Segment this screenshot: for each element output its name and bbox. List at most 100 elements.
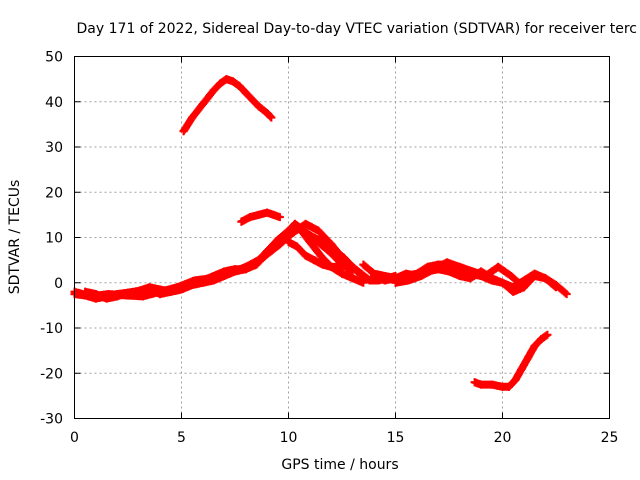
data-point (241, 88, 250, 97)
data-point (254, 210, 263, 219)
data-point (335, 262, 344, 271)
data-point (357, 269, 366, 278)
data-point (173, 283, 182, 292)
data-point (235, 81, 244, 90)
data-point (145, 283, 154, 292)
data-point (207, 274, 216, 283)
y-axis-label: SDTVAR / TECUs (7, 180, 23, 295)
grid (74, 56, 610, 419)
data-point (359, 278, 368, 287)
data-point (188, 113, 197, 122)
x-tick-label: 25 (601, 430, 619, 446)
data-point (530, 269, 539, 278)
y-tick-label: 50 (45, 50, 63, 66)
data-point (263, 208, 272, 217)
y-tick-label: 30 (45, 140, 63, 156)
data-point (138, 292, 147, 301)
data-point (318, 260, 327, 269)
data-point (519, 276, 528, 285)
data-point (541, 274, 550, 283)
data-point (504, 382, 513, 391)
y-tick-label: -10 (40, 321, 63, 337)
y-tick-label: -20 (40, 366, 63, 382)
data-point (468, 267, 477, 276)
data-point (216, 79, 225, 88)
chart-title: Day 171 of 2022, Sidereal Day-to-day VTE… (77, 21, 637, 37)
data-point (245, 213, 254, 222)
data-point (494, 262, 503, 271)
data-point (104, 290, 113, 299)
data-point (348, 262, 357, 271)
data-point (455, 262, 464, 271)
series-arc-6 (179, 75, 276, 136)
data-point (301, 251, 310, 260)
data-point (228, 77, 237, 86)
data-point (263, 109, 272, 118)
y-tick-label: 0 (54, 276, 63, 292)
data-point (530, 342, 539, 351)
data-point (511, 376, 520, 385)
data-point (290, 219, 299, 228)
data-point (380, 276, 389, 285)
data-point (519, 283, 528, 292)
data-point (310, 256, 319, 265)
data-point (156, 287, 165, 296)
y-tick-label: 40 (45, 95, 63, 111)
data-point (241, 262, 250, 271)
data-point (455, 271, 464, 280)
data-point (359, 260, 368, 269)
data-point (87, 292, 96, 301)
data-point (517, 364, 526, 373)
x-tick-label: 15 (387, 430, 405, 446)
data-point (524, 353, 533, 362)
x-tick-label: 20 (494, 430, 512, 446)
data-point (198, 100, 207, 109)
data-point (254, 102, 263, 111)
data-point (391, 278, 400, 287)
data-point (190, 276, 199, 285)
data-point (537, 335, 546, 344)
data-point (237, 217, 246, 226)
data-point (417, 271, 426, 280)
data-point (269, 210, 278, 219)
y-tick-label: -30 (40, 412, 63, 428)
data-point (481, 271, 490, 280)
data-point (314, 235, 323, 244)
data-point (338, 269, 346, 278)
series-arc-10 (391, 258, 528, 292)
data-point (301, 219, 310, 228)
data-point (477, 380, 486, 389)
x-axis-label: GPS time / hours (281, 457, 398, 473)
data-point (442, 258, 451, 267)
data-point (222, 75, 231, 84)
data-point (275, 213, 284, 222)
data-point (348, 274, 357, 283)
data-point (430, 265, 439, 274)
data-point (267, 113, 276, 122)
data-point (316, 251, 325, 260)
data-point (179, 127, 188, 136)
data-point (209, 86, 218, 95)
data-point (121, 291, 130, 300)
data-point (498, 278, 507, 287)
data-point (314, 226, 323, 235)
data-point (365, 276, 374, 285)
data-point (331, 247, 340, 256)
data-point (305, 238, 314, 247)
data-point (470, 378, 479, 387)
data-point (258, 253, 267, 262)
data-point (248, 95, 257, 104)
series-arc-9 (370, 265, 560, 292)
x-tick-label: 0 (70, 430, 79, 446)
data-point (543, 330, 552, 339)
data-point (323, 240, 332, 249)
data-point (509, 283, 518, 292)
data-point (552, 283, 560, 292)
series-arc-7 (237, 208, 284, 226)
y-tick-label: 20 (45, 185, 63, 201)
x-tick-label: 10 (280, 430, 298, 446)
y-tick-label: 10 (45, 231, 63, 247)
x-tick-label: 5 (177, 430, 186, 446)
data-point (293, 242, 302, 251)
